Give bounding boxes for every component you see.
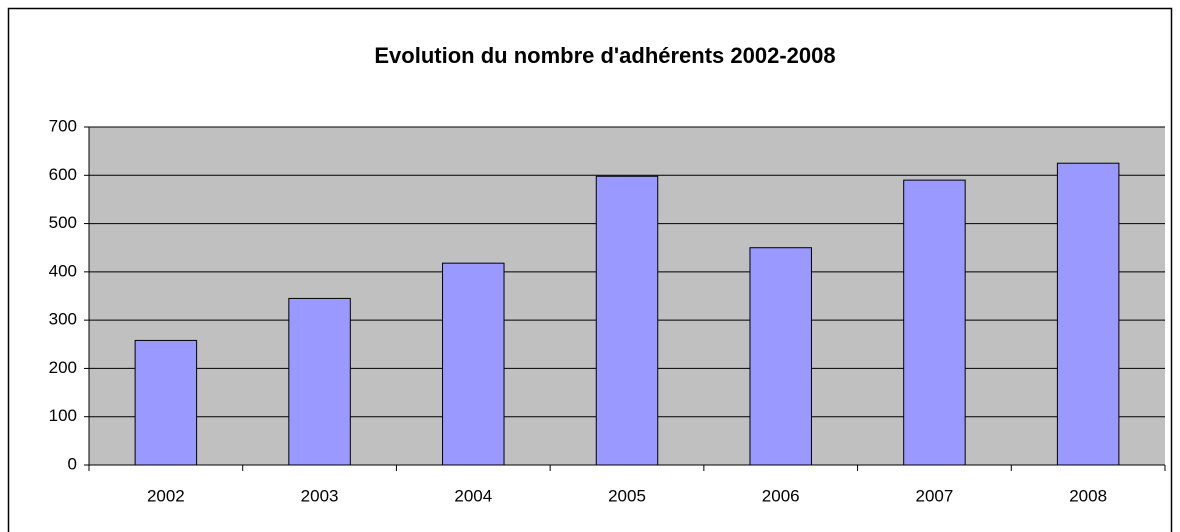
bar	[595, 175, 659, 466]
x-tick-label: 2004	[454, 486, 492, 505]
x-tick-label: 2008	[1069, 486, 1107, 505]
x-tick-label: 2007	[916, 486, 954, 505]
y-tick-label: 200	[49, 358, 77, 377]
bar	[288, 297, 351, 466]
y-tick-label: 600	[49, 165, 77, 184]
x-tick-label: 2006	[762, 486, 800, 505]
bar	[903, 179, 966, 466]
bar	[749, 247, 812, 466]
bar	[1056, 162, 1120, 466]
y-tick-label: 400	[49, 261, 77, 280]
chart-title: Evolution du nombre d'adhérents 2002-200…	[374, 43, 835, 68]
y-tick-label: 300	[49, 310, 77, 329]
y-tick-label: 700	[49, 116, 77, 135]
x-tick-label: 2002	[147, 486, 185, 505]
x-tick-label: 2005	[608, 486, 646, 505]
y-tick-label: 0	[68, 454, 77, 473]
y-tick-label: 500	[49, 213, 77, 232]
bar	[134, 339, 198, 466]
bar	[442, 262, 505, 466]
y-tick-label: 100	[49, 406, 77, 425]
x-tick-label: 2003	[301, 486, 339, 505]
